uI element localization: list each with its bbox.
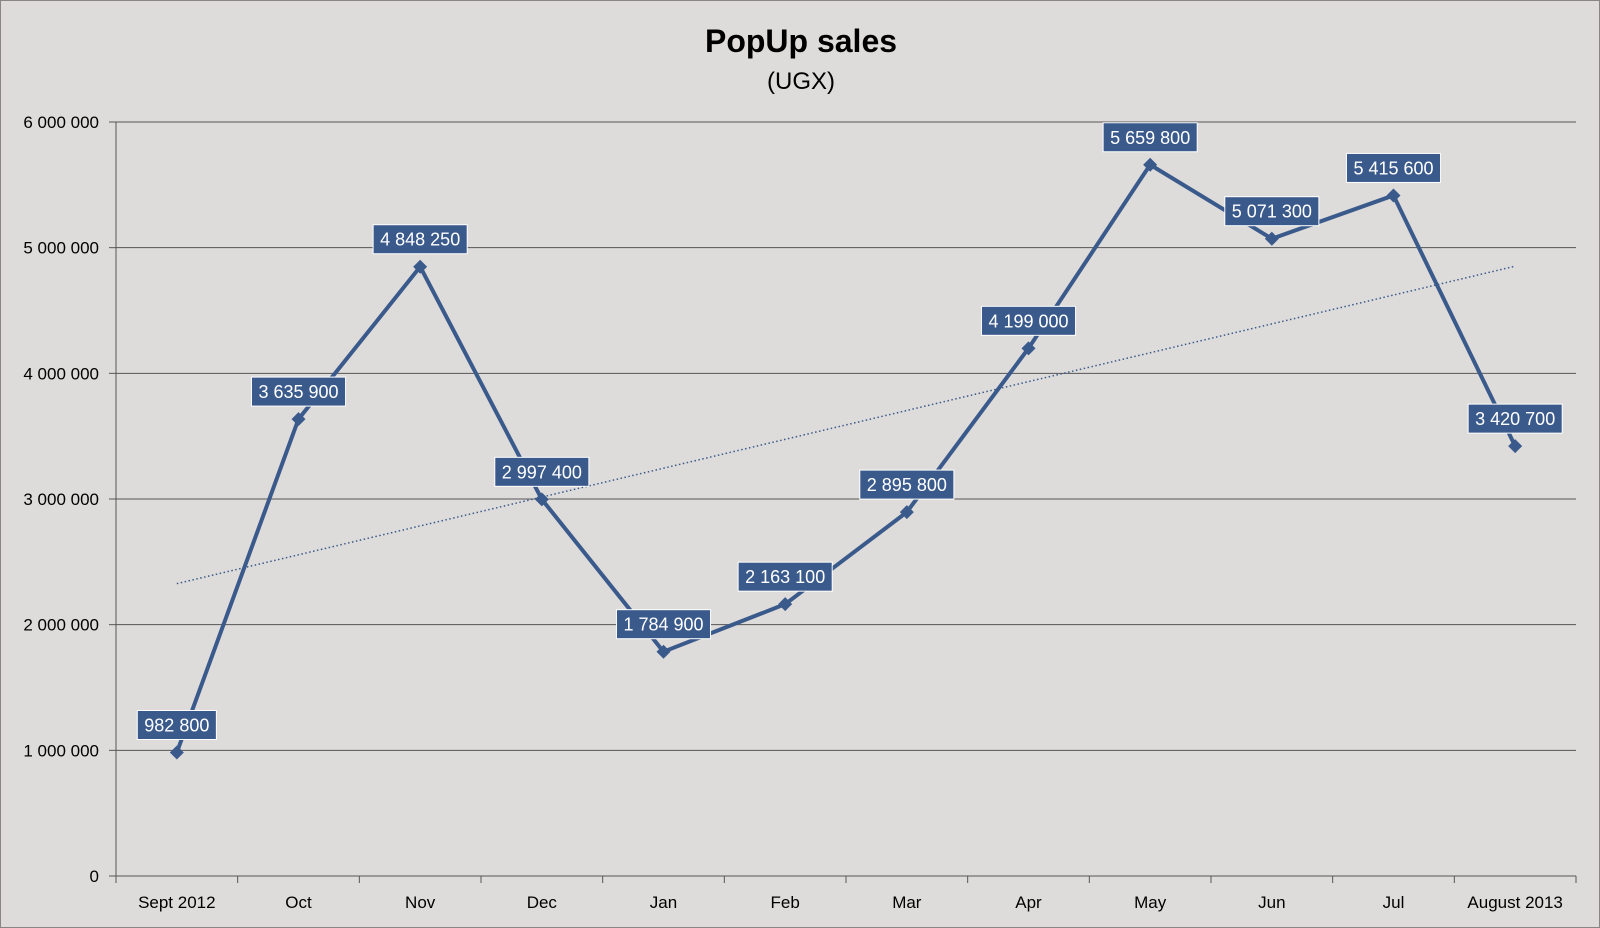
y-tick-label: 0 bbox=[90, 867, 99, 886]
data-point-marker bbox=[413, 259, 428, 274]
gridlines bbox=[116, 121, 1576, 751]
data-label: 982 800 bbox=[136, 709, 217, 740]
data-label-text: 2 163 100 bbox=[745, 567, 825, 587]
data-label-box bbox=[1224, 196, 1320, 227]
y-tick-label: 5 000 000 bbox=[23, 239, 99, 258]
data-label-text: 2 895 800 bbox=[867, 475, 947, 495]
data-label-box bbox=[1345, 152, 1442, 183]
data-label-text: 3 420 700 bbox=[1475, 409, 1555, 429]
data-point-marker bbox=[1021, 341, 1036, 356]
data-label: 3 635 900 bbox=[250, 376, 347, 407]
data-label-text: 2 997 400 bbox=[502, 462, 582, 482]
data-label: 2 895 800 bbox=[859, 469, 955, 500]
x-tick-label: Dec bbox=[527, 893, 558, 912]
x-tick-label: Nov bbox=[405, 893, 436, 912]
data-label-text: 5 415 600 bbox=[1353, 158, 1433, 178]
data-label-box bbox=[494, 456, 590, 487]
data-label-box bbox=[372, 224, 468, 255]
x-tick-label: Jun bbox=[1258, 893, 1285, 912]
data-point-marker bbox=[1386, 188, 1401, 203]
data-point-marker bbox=[899, 505, 914, 520]
data-label: 5 071 300 bbox=[1224, 196, 1320, 227]
x-tick-label: Jul bbox=[1383, 893, 1405, 912]
data-point-marker bbox=[1508, 439, 1523, 454]
data-point-marker bbox=[291, 412, 306, 427]
data-label: 2 163 100 bbox=[737, 561, 833, 592]
x-tick-label: Apr bbox=[1015, 893, 1042, 912]
trendline bbox=[176, 265, 1516, 585]
data-label-box bbox=[136, 709, 217, 740]
y-tick-label: 1 000 000 bbox=[23, 741, 99, 760]
data-label-text: 1 784 900 bbox=[623, 615, 703, 635]
data-point-marker bbox=[534, 492, 549, 507]
x-tick-label: May bbox=[1134, 893, 1167, 912]
data-label: 5 659 800 bbox=[1102, 122, 1198, 153]
data-label-text: 5 659 800 bbox=[1110, 128, 1190, 148]
x-tick-label: Jan bbox=[650, 893, 677, 912]
y-tick-label: 6 000 000 bbox=[23, 113, 99, 132]
data-point-marker bbox=[1143, 157, 1158, 172]
chart-title: PopUp sales bbox=[705, 23, 897, 59]
data-point-marker bbox=[778, 597, 793, 612]
x-tick-label: Feb bbox=[771, 893, 800, 912]
x-tick-label: Oct bbox=[285, 893, 312, 912]
data-label: 2 997 400 bbox=[494, 456, 590, 487]
data-label-box bbox=[737, 561, 833, 592]
data-point-marker bbox=[656, 644, 671, 659]
data-label: 3 420 700 bbox=[1467, 403, 1563, 434]
y-tick-label: 2 000 000 bbox=[23, 616, 99, 635]
y-tick-label: 3 000 000 bbox=[23, 490, 99, 509]
axes: 0 1 000 000 2 000 000 3 000 000 4 000 000 5 0… bbox=[23, 113, 1577, 912]
x-tick-label: August 2013 bbox=[1467, 893, 1562, 912]
data-labels: 982 800 3 635 900 4 848 250 2 997 400 1 784 … bbox=[136, 122, 1563, 740]
chart-subtitle: (UGX) bbox=[767, 68, 835, 95]
series-line bbox=[174, 162, 1517, 754]
data-label-text: 4 848 250 bbox=[380, 230, 460, 250]
data-label: 4 199 000 bbox=[980, 305, 1077, 336]
y-tick-label: 4 000 000 bbox=[23, 364, 99, 383]
data-label: 4 848 250 bbox=[372, 224, 468, 255]
series-layer bbox=[169, 157, 1523, 760]
data-label-box bbox=[250, 376, 347, 407]
data-label-box bbox=[980, 305, 1077, 336]
data-label-text: 5 071 300 bbox=[1232, 202, 1312, 222]
data-label-box bbox=[859, 469, 955, 500]
x-tick-label: Mar bbox=[892, 893, 922, 912]
data-label-box bbox=[615, 609, 712, 640]
x-tick-label: Sept 2012 bbox=[138, 893, 216, 912]
data-label-text: 982 800 bbox=[144, 715, 209, 735]
data-label-text: 3 635 900 bbox=[258, 382, 338, 402]
data-label: 5 415 600 bbox=[1345, 152, 1442, 183]
data-point-marker bbox=[169, 745, 184, 760]
data-label-text: 4 199 000 bbox=[988, 311, 1068, 331]
data-point-marker bbox=[1264, 231, 1279, 246]
data-label-box bbox=[1467, 403, 1563, 434]
trendline-layer bbox=[176, 265, 1516, 585]
data-label-box bbox=[1102, 122, 1198, 153]
data-label: 1 784 900 bbox=[615, 609, 712, 640]
